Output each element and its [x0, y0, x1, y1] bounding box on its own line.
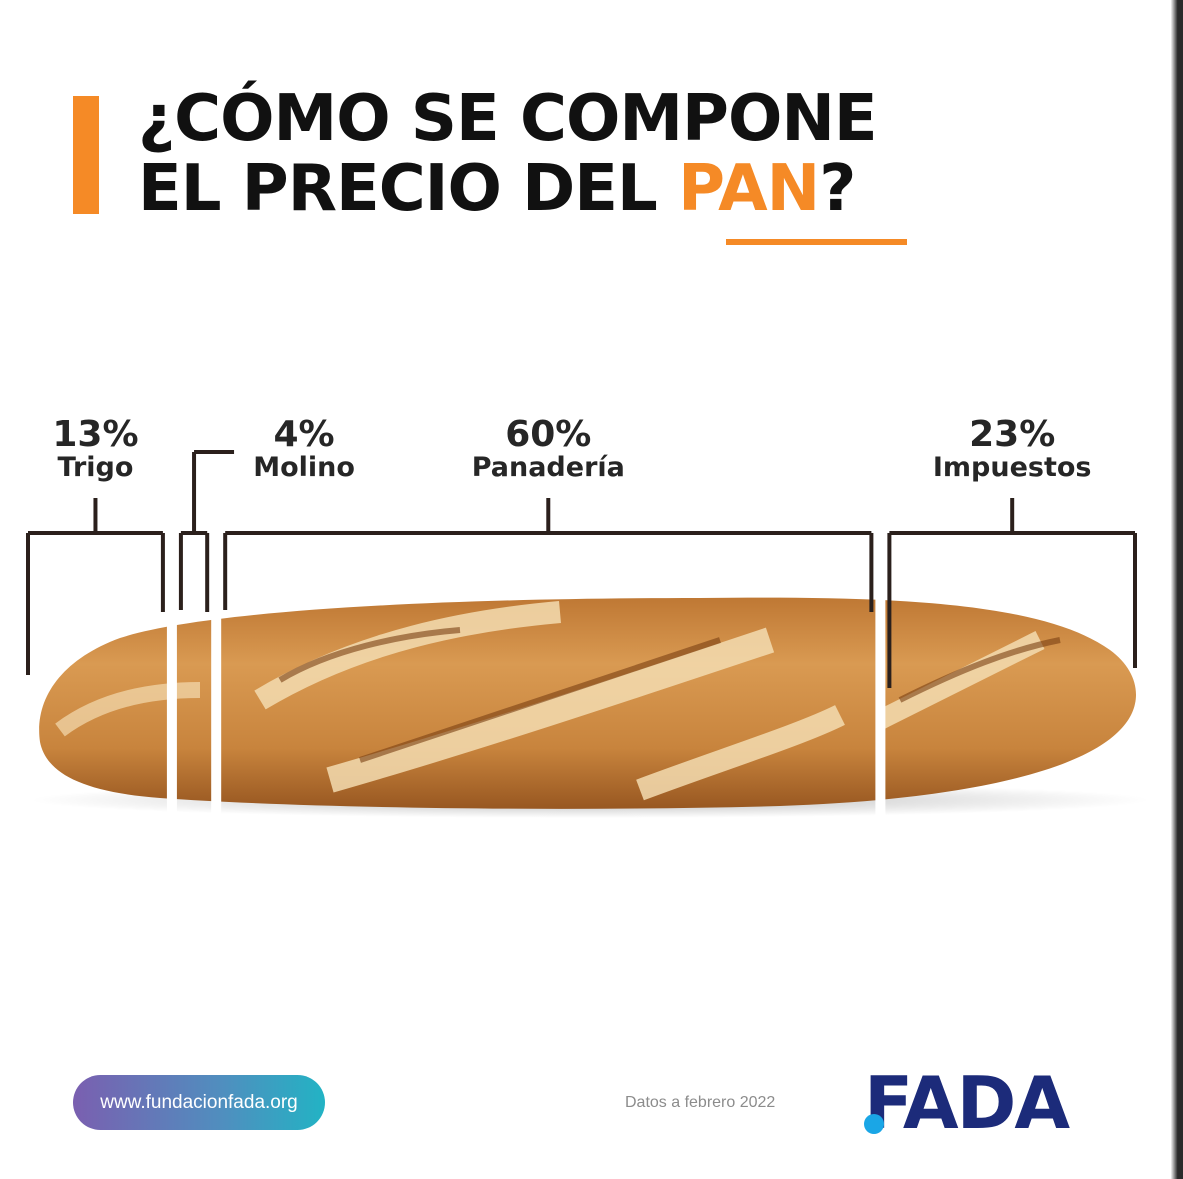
- bread-chart: [26, 450, 1150, 825]
- segment-value-label: 23%: [969, 414, 1056, 455]
- segment-category-label: Molino: [253, 452, 355, 483]
- segment-value-label: 13%: [52, 414, 139, 455]
- data-date-note: Datos a febrero 2022: [625, 1094, 776, 1111]
- fada-logo-dot: [864, 1114, 884, 1134]
- segment-category-label: Impuestos: [932, 452, 1092, 483]
- segment-value-label: 60%: [505, 414, 592, 455]
- title-line-2-accent: PAN: [678, 152, 820, 226]
- title-line-1: ¿CÓMO SE COMPONE: [138, 82, 878, 156]
- title-line-2-prefix: EL PRECIO DEL: [138, 152, 679, 226]
- segment-gaps: [166, 585, 886, 825]
- bread-illustration: [39, 597, 1137, 809]
- slice-gap-1: [211, 585, 222, 825]
- slice-gap-0: [166, 585, 177, 825]
- segment-brackets: [26, 450, 1137, 688]
- segment-value-label: 4%: [273, 414, 335, 455]
- title-line-2-suffix: ?: [819, 152, 856, 226]
- title-underline: [726, 239, 907, 245]
- page-title: ¿CÓMO SE COMPONE EL PRECIO DEL PAN?: [138, 82, 878, 226]
- frame-edge: [1171, 0, 1183, 1179]
- fada-logo: FADA: [864, 1061, 1084, 1145]
- fada-logo-text: FADA: [864, 1061, 1070, 1145]
- title-accent-bar: [73, 96, 99, 214]
- slice-gap-2: [875, 585, 886, 825]
- segment-category-label: Trigo: [57, 452, 134, 483]
- segment-category-label: Panadería: [471, 452, 625, 483]
- website-link[interactable]: www.fundacionfada.org: [73, 1075, 325, 1130]
